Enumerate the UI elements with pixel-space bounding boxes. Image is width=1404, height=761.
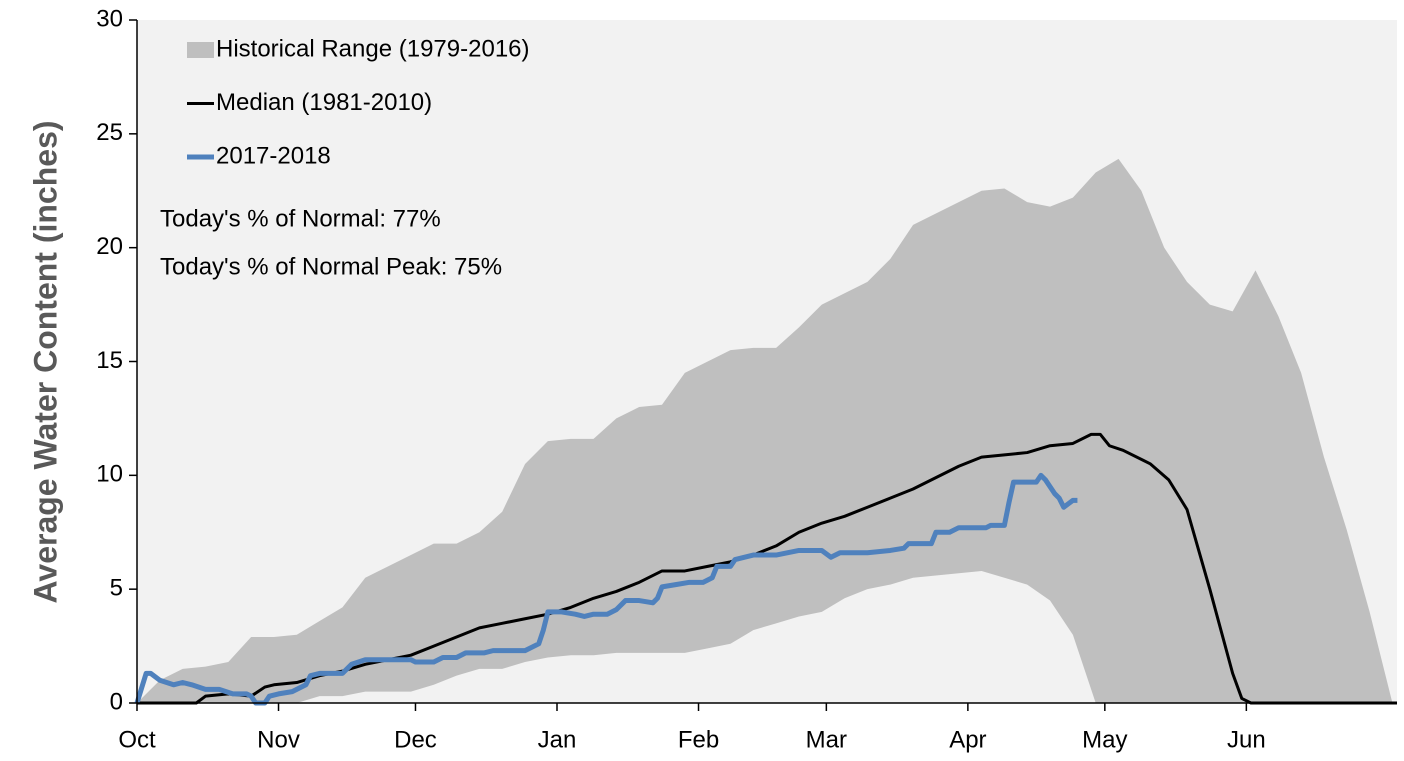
annotation: Today's % of Normal Peak: 75% [160, 253, 502, 280]
legend-label: Median (1981-2010) [216, 89, 432, 116]
annotation: Today's % of Normal: 77% [160, 205, 441, 232]
legend-label: 2017-2018 [216, 142, 331, 169]
y-tick-label: 10 [96, 461, 123, 488]
x-tick-label: Oct [118, 726, 156, 753]
x-tick-label: Nov [257, 726, 300, 753]
y-tick-label: 5 [110, 575, 123, 602]
y-tick-label: 0 [110, 688, 123, 715]
y-axis-label: Average Water Content (inches) [27, 120, 63, 603]
x-tick-label: Jun [1227, 726, 1266, 753]
legend-label: Historical Range (1979-2016) [216, 35, 530, 62]
range-band [137, 158, 1393, 704]
series-line [134, 472, 1078, 706]
x-tick-label: May [1082, 726, 1127, 753]
x-tick-label: Mar [806, 726, 847, 753]
x-tick-label: Apr [949, 726, 986, 753]
y-tick-label: 15 [96, 347, 123, 374]
legend-swatch [187, 42, 214, 58]
y-tick-label: 25 [96, 119, 123, 146]
x-tick-label: Jan [538, 726, 577, 753]
x-tick-label: Dec [394, 726, 437, 753]
y-tick-label: 20 [96, 233, 123, 260]
x-tick-label: Feb [678, 726, 719, 753]
y-tick-label: 30 [96, 5, 123, 32]
